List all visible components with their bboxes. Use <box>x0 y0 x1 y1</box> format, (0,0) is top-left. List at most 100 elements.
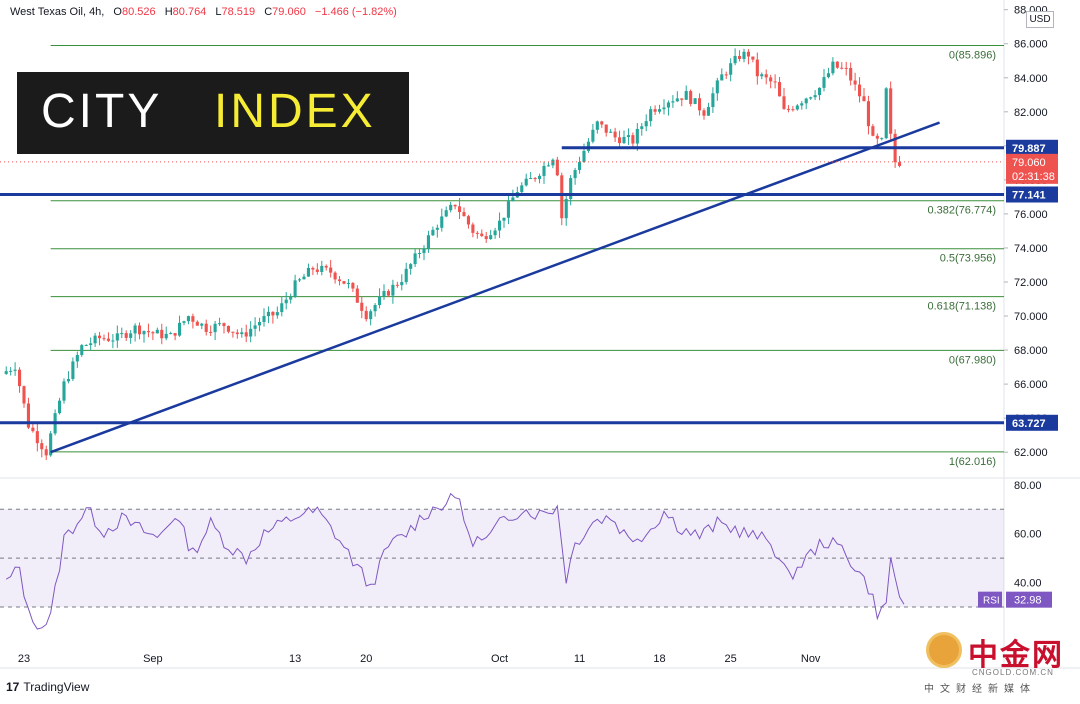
candle-body <box>844 67 848 69</box>
time-tick-label: Oct <box>491 653 508 665</box>
candle-body <box>591 129 595 142</box>
candle-body <box>342 281 346 284</box>
candle-body <box>782 96 786 109</box>
candle-body <box>258 321 262 326</box>
candle-body <box>235 332 239 335</box>
candle-body <box>49 433 53 456</box>
candle-body <box>582 150 586 162</box>
candle-body <box>804 98 808 104</box>
candle-body <box>444 210 448 217</box>
candle-body <box>138 325 142 335</box>
candle-body <box>600 121 604 125</box>
candle-body <box>809 97 813 99</box>
candle-body <box>898 162 902 166</box>
candle-body <box>93 335 97 344</box>
candle-body <box>98 335 102 339</box>
candle-body <box>369 311 373 320</box>
candle-body <box>18 369 22 387</box>
candle-body <box>564 199 568 219</box>
candle-body <box>706 107 710 116</box>
candle-body <box>778 82 782 97</box>
candle-body <box>520 185 524 193</box>
fib-label: 0(85.896) <box>949 50 996 62</box>
watermark-subtitle: 中文财经新媒体 <box>924 684 1036 695</box>
low-label: L <box>215 6 222 18</box>
candle-body <box>631 135 635 144</box>
candle-body <box>284 299 288 304</box>
candle-body <box>453 204 457 207</box>
candle-body <box>329 267 333 273</box>
time-tick-label: Sep <box>143 653 163 665</box>
candle-body <box>231 331 235 333</box>
candle-body <box>795 105 799 110</box>
candle-body <box>813 95 817 98</box>
candle-body <box>738 55 742 59</box>
candle-body <box>489 235 493 240</box>
candle-body <box>302 276 306 280</box>
candle-body <box>862 96 866 102</box>
candle-body <box>533 178 537 180</box>
candle-body <box>875 135 879 139</box>
candle-body <box>764 74 768 78</box>
candle-body <box>440 216 444 228</box>
candle-body <box>9 370 13 372</box>
candle-body <box>680 98 684 100</box>
rsi-tick-label: 40.00 <box>1014 578 1042 590</box>
candle-body <box>800 103 804 106</box>
rsi-name-label: RSI <box>983 596 1000 607</box>
candle-body <box>755 59 759 77</box>
candle-body <box>658 109 662 112</box>
candle-body <box>400 282 404 286</box>
level-badge-label: 63.727 <box>1012 418 1046 430</box>
candle-body <box>791 109 795 111</box>
candle-body <box>649 109 653 122</box>
time-tick-label: Nov <box>801 653 821 665</box>
candle-body <box>560 175 564 219</box>
candle-body <box>880 138 884 140</box>
candle-body <box>422 248 426 254</box>
candle-body <box>129 333 133 338</box>
candle-body <box>71 361 75 380</box>
logo-word-index: INDEX <box>214 85 376 138</box>
candle-body <box>320 265 324 272</box>
tradingview-brand[interactable]: 17 TradingView <box>6 680 89 694</box>
currency-button[interactable]: USD <box>1026 11 1054 28</box>
fib-label: 0.5(73.956) <box>940 253 996 265</box>
candle-body <box>275 312 279 316</box>
candle-body <box>173 333 177 336</box>
candle-body <box>298 279 302 281</box>
candle-body <box>431 229 435 236</box>
candle-body <box>75 354 79 362</box>
low-value: 78.519 <box>221 6 256 18</box>
high-label: H <box>164 6 173 18</box>
candle-body <box>462 212 466 217</box>
candle-body <box>818 87 822 96</box>
candle-body <box>218 323 222 325</box>
fib-label: 0.382(76.774) <box>928 205 997 217</box>
candle-body <box>360 302 364 311</box>
candle-body <box>404 268 408 283</box>
time-tick-label: 18 <box>653 653 665 665</box>
candle-body <box>4 371 8 374</box>
candle-body <box>195 321 199 326</box>
candle-body <box>84 345 88 347</box>
time-tick-label: 11 <box>574 653 585 665</box>
candle-body <box>644 121 648 127</box>
candle-body <box>253 325 257 329</box>
candle-body <box>538 175 542 180</box>
candle-body <box>151 332 155 334</box>
candle-body <box>413 253 417 265</box>
price-tick-label: 72.000 <box>1014 277 1048 289</box>
candle-body <box>675 98 679 102</box>
candle-body <box>524 178 528 186</box>
candle-body <box>40 443 44 450</box>
rsi-tick-label: 60.00 <box>1014 529 1042 541</box>
candle-body <box>449 204 453 211</box>
candle-body <box>884 88 888 139</box>
candle-body <box>133 325 137 334</box>
price-tick-label: 62.000 <box>1014 447 1048 459</box>
candle-body <box>653 109 657 112</box>
price-tick-label: 70.000 <box>1014 311 1048 323</box>
candle-body <box>435 227 439 230</box>
candle-body <box>498 220 502 231</box>
